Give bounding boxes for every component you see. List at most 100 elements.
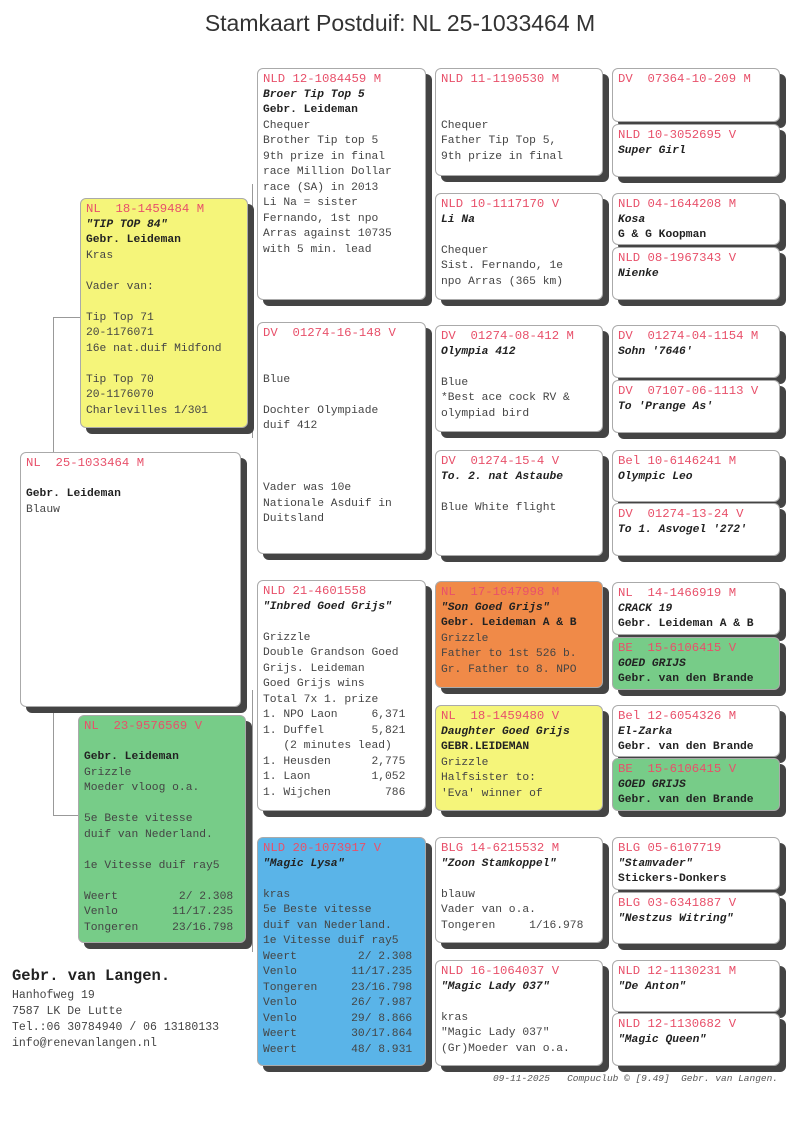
ring-number: NLD 08-1967343 V [618,251,737,265]
connector-line [430,378,431,503]
pigeon-name: To 'Prange As' [618,400,713,413]
info-line [263,388,420,404]
info-line: Vader van: [86,280,154,293]
info-line: duif 412 [263,420,318,432]
info-line: olympiad bird [441,407,530,420]
info-line: 1. Wijchen 786 [263,786,406,799]
info-line: 1. Duffel 5,821 [263,724,406,737]
info-line [84,797,240,813]
info-line: npo Arras (365 km) [441,275,564,288]
pigeon-name: "Magic Lady 037" [441,980,550,993]
info-line [26,472,235,488]
pigeon-name: "Zoon Stamkoppel" [441,857,557,870]
pigeon-name: Super Girl [618,144,686,157]
owner-name: Gebr. Leideman A & B [618,618,754,630]
pigeon-name: Olympia 412 [441,345,516,358]
info-line: 16e nat.duif Midfond [86,342,222,355]
info-line [86,357,242,373]
info-line: 'Eva' winner of [441,787,543,800]
info-line: Father Tip Top 5, [441,135,557,147]
connector-line [607,732,608,782]
owner-name: Stickers-Donkers [618,873,727,885]
info-line: Venlo 11/17.235 [84,906,234,918]
pigeon-name: "De Anton" [618,980,686,993]
info-line: Venlo 26/ 7.987 [263,997,413,1009]
info-line: duif van Nederland. [263,919,392,932]
owner-name: Gebr. Leideman [86,234,181,246]
info-line: Dochter Olympiade [263,404,379,417]
info-line: Grizzle [441,756,489,769]
info-line [84,874,240,890]
ring-number: BLG 14-6215532 M [441,841,560,855]
info-line: Vader was 10e [263,482,352,494]
breeder-city: 7587 LK De Lutte [12,1005,123,1018]
ring-number: NL 18-1459484 M [86,202,205,216]
info-line: Charlevilles 1/301 [86,404,209,417]
ring-number: NLD 20-1073917 V [263,841,382,855]
info-line [441,995,597,1011]
info-line: race (SA) in 2013 [263,181,379,194]
ring-number: NL 14-1466919 M [618,586,737,600]
pigeon-name: Daughter Goed Grijs [441,725,570,738]
ring-number: NLD 12-1130682 V [618,1017,737,1031]
info-line: duif van Nederland. [84,828,213,841]
owner-name: Gebr. Leideman [84,751,179,763]
info-line: Venlo 11/17.235 [263,966,413,978]
owner-name: Gebr. Leideman [26,488,121,500]
pigeon-card-g5_8: DV 01274-13-24 V To 1. Asvogel '272' [612,503,780,556]
ring-number: BE 15-6106415 V [618,641,737,655]
info-line: Weert 48/ 8.931 [263,1043,413,1056]
ring-number: Bel 10-6146241 M [618,454,737,468]
ring-number: BE 15-6106415 V [618,762,737,776]
pigeon-card-ds: NLD 21-4601558 "Inbred Goed Grijs" Grizzle… [257,580,426,811]
pigeon-card-g5_12: BE 15-6106415 V GOED GRIJS Gebr. van den B… [612,758,780,811]
connector-line [430,634,431,759]
info-line [441,872,597,888]
ring-number: Bel 12-6054326 M [618,709,737,723]
pigeon-card-dd: NLD 20-1073917 V "Magic Lysa" kras 5e Beste… [257,837,426,1066]
ring-number: NLD 16-1064037 V [441,964,560,978]
pigeon-card-g5_11: Bel 12-6054326 M El-Zarka Gebr. van den Br… [612,705,780,757]
info-line: Duitsland [263,513,325,525]
connector-line [430,890,431,1015]
pigeon-name: "Magic Lysa" [263,857,345,870]
info-line: kras [441,1011,469,1024]
ring-number: NL 23-9576569 V [84,719,203,733]
info-line: Tongeren 1/16.978 [441,919,584,932]
info-line: 20-1176071 [86,327,154,339]
pigeon-card-ddd: NLD 16-1064037 V "Magic Lady 037" kras "Mag… [435,960,603,1066]
pigeon-name: Sohn '7646' [618,345,693,358]
connector-line [430,122,431,247]
info-line: Arras against 10735 [263,228,392,240]
ring-number: NLD 11-1190530 M [441,72,560,86]
info-line: Goed Grijs wins [263,678,365,690]
info-line [263,872,420,888]
info-line [441,485,597,501]
info-line: Fernando, 1st npo [263,212,379,225]
connector-line [53,707,54,815]
ring-number: DV 01274-04-1154 M [618,329,759,343]
pigeon-card-subject: NL 25-1033464 M Gebr. Leideman Blauw [20,452,241,707]
connector-line [607,100,608,147]
ring-number: NLD 21-4601558 [263,584,367,598]
info-line: Brother Tip top 5 [263,135,379,147]
connector-line [53,815,78,816]
owner-name: G & G Koopman [618,229,707,241]
pigeon-name: To 1. Asvogel '272' [618,523,747,536]
info-line: Weert 2/ 2.308 [84,890,234,903]
pigeon-name: "Stamvader" [618,857,693,870]
pigeon-card-g5_14: BLG 03-6341887 V "Nestzus Witring" [612,892,780,944]
connector-line [252,184,253,438]
info-line [263,357,420,373]
pigeon-card-g5_6: DV 07107-06-1113 V To 'Prange As' [612,380,780,433]
info-line: Gr. Father to 8. NPO [441,663,577,676]
ring-number: NLD 12-1130231 M [618,964,737,978]
connector-line [53,317,54,452]
info-line: 1. NPO Laon 6,371 [263,709,406,721]
ring-number: DV 01274-13-24 V [618,507,744,521]
pigeon-name: To. 2. nat Astaube [441,470,564,483]
pigeon-card-sire: NL 18-1459484 M "TIP TOP 84" Gebr. Leidema… [80,198,248,428]
pigeon-card-sdd: DV 01274-15-4 V To. 2. nat Astaube Blue Wh… [435,450,603,556]
info-line: 9th prize in final [441,150,564,163]
ring-number: DV 07364-10-209 M [618,72,751,86]
